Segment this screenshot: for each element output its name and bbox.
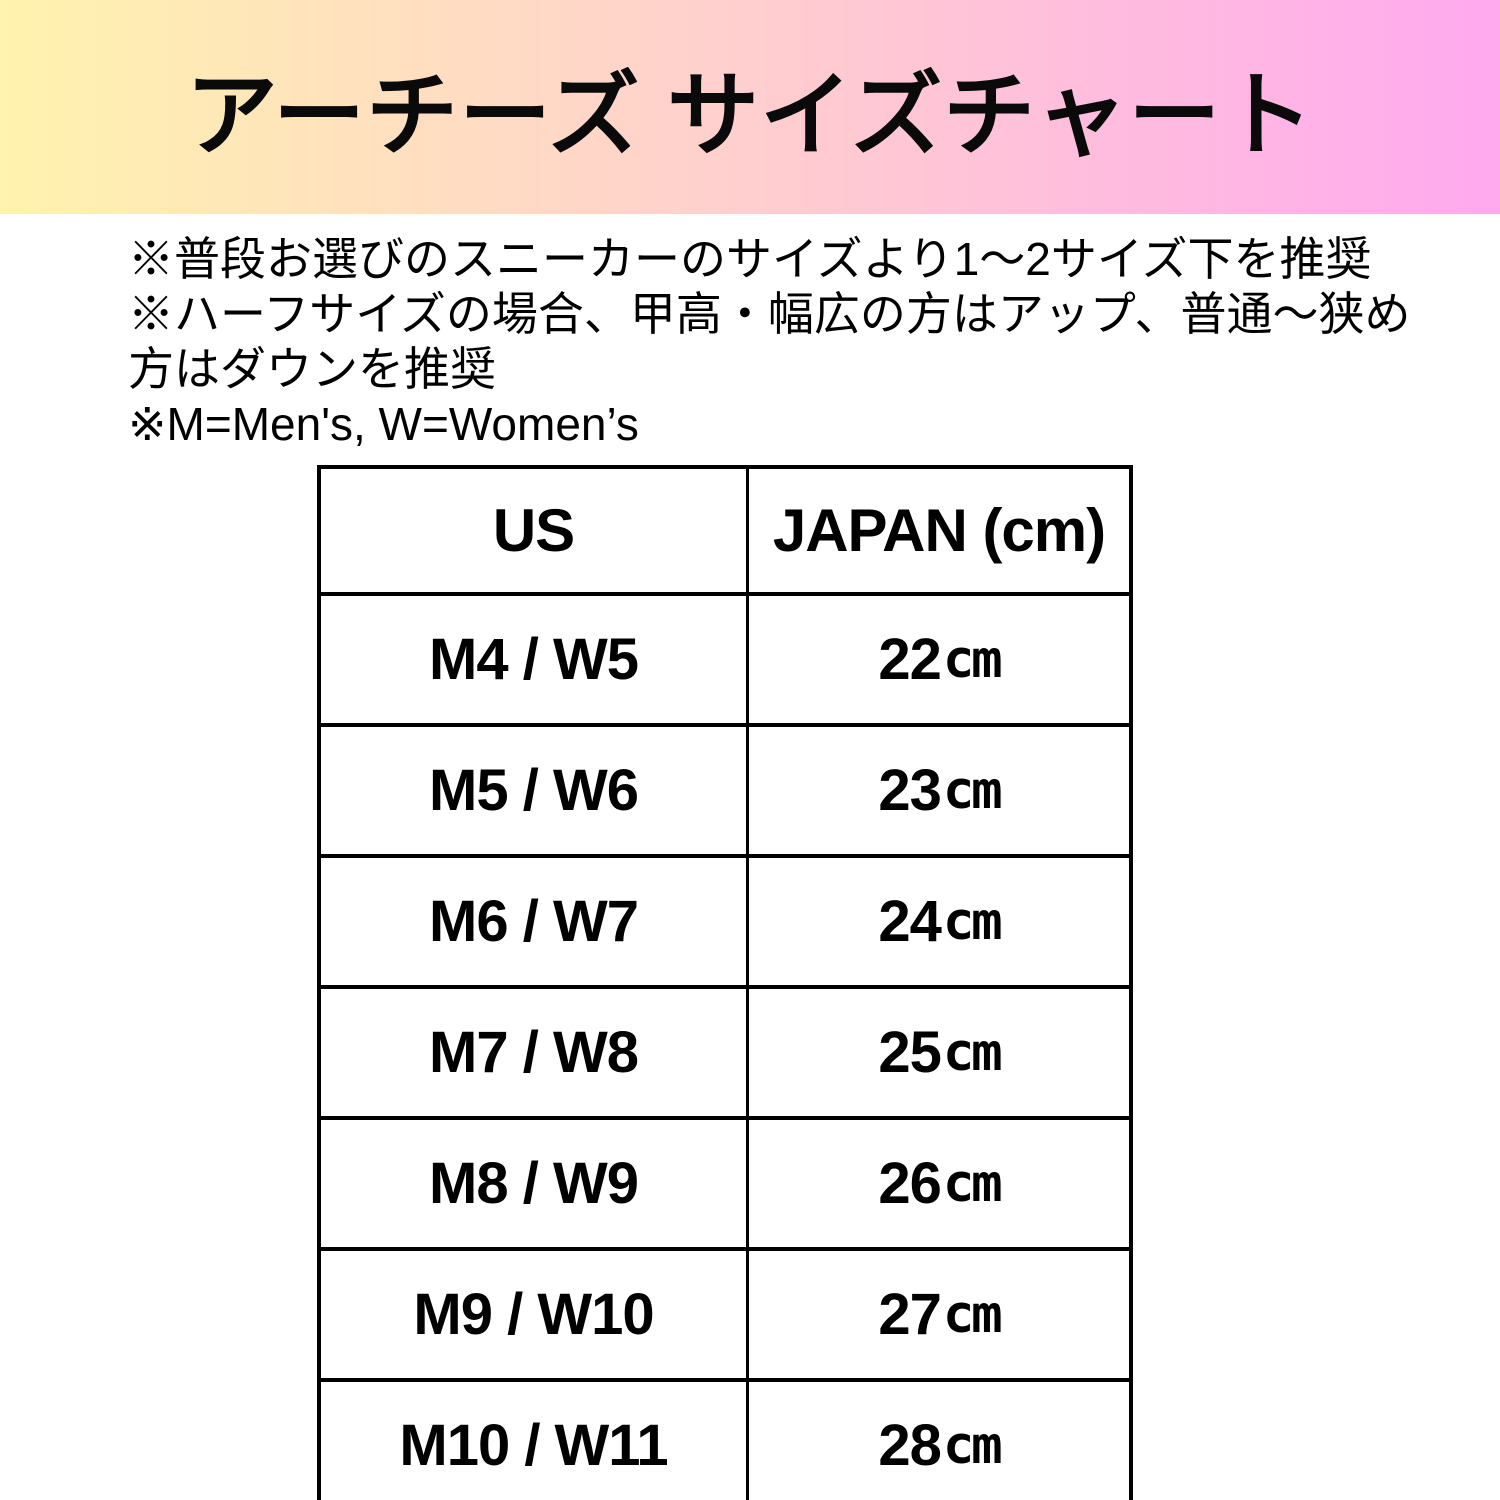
table-row: M6 / W7 24 cm [321, 854, 1129, 985]
table-row: M9 / W10 27 cm [321, 1247, 1129, 1378]
note-line-4: ※M=Men's, W=Women’s [128, 398, 639, 450]
us-size-cell: M10 / W11 [399, 1413, 668, 1478]
us-size-cell: M4 / W5 [429, 627, 639, 692]
japan-size-unit: cm [942, 1415, 1003, 1476]
japan-size-value: 26 [878, 1151, 942, 1216]
table-row: M4 / W5 22 cm [321, 592, 1129, 723]
table-row: M10 / W11 28 cm [321, 1378, 1129, 1500]
japan-size-cell: 28 cm [746, 1382, 1129, 1500]
japan-size-value: 27 [878, 1282, 942, 1347]
japan-size-unit: cm [942, 760, 1003, 821]
us-size-cell: M7 / W8 [429, 1020, 639, 1085]
japan-size-cell: 26 cm [746, 1120, 1129, 1247]
japan-size-cell: 23 cm [746, 727, 1129, 854]
japan-size-cell: 22 cm [746, 596, 1129, 723]
us-size-cell: M8 / W9 [429, 1151, 639, 1216]
japan-size-unit: cm [942, 629, 1003, 690]
header-banner: アーチーズ サイズチャート [0, 0, 1500, 214]
japan-size-cell: 25 cm [746, 989, 1129, 1116]
column-header-us: US [492, 497, 575, 564]
japan-size-unit: cm [942, 1284, 1003, 1345]
column-header-japan: JAPAN (cm) [746, 469, 1129, 592]
japan-size-cell: 27 cm [746, 1251, 1129, 1378]
note-line-2: ※ハーフサイズの場合、甲高・幅広の方はアップ、普通〜狭め [128, 288, 1411, 340]
table-row: M7 / W8 25 cm [321, 985, 1129, 1116]
japan-size-value: 23 [878, 758, 942, 823]
japan-size-unit: cm [942, 1022, 1003, 1083]
japan-size-unit: cm [942, 1153, 1003, 1214]
table-row: M5 / W6 23 cm [321, 723, 1129, 854]
japan-size-value: 24 [878, 889, 942, 954]
sizing-notes: ※普段お選びのスニーカーのサイズより1〜2サイズ下を推奨 ※ハーフサイズの場合、… [0, 214, 1500, 452]
size-chart-table: US JAPAN (cm) M4 / W5 22 cm M5 / W6 23 cm … [317, 465, 1133, 1500]
japan-size-value: 28 [878, 1413, 942, 1478]
note-line-1: ※普段お選びのスニーカーのサイズより1〜2サイズ下を推奨 [128, 233, 1372, 285]
us-size-cell: M9 / W10 [413, 1282, 654, 1347]
note-line-3: 方はダウンを推奨 [128, 343, 496, 395]
japan-size-unit: cm [942, 891, 1003, 952]
japan-size-cell: 24 cm [746, 858, 1129, 985]
japan-size-value: 22 [878, 627, 942, 692]
table-header-row: US JAPAN (cm) [321, 469, 1129, 592]
us-size-cell: M6 / W7 [429, 889, 639, 954]
japan-size-value: 25 [878, 1020, 942, 1085]
table-row: M8 / W9 26 cm [321, 1116, 1129, 1247]
us-size-cell: M5 / W6 [429, 758, 639, 823]
page-title: アーチーズ サイズチャート [185, 64, 1315, 167]
